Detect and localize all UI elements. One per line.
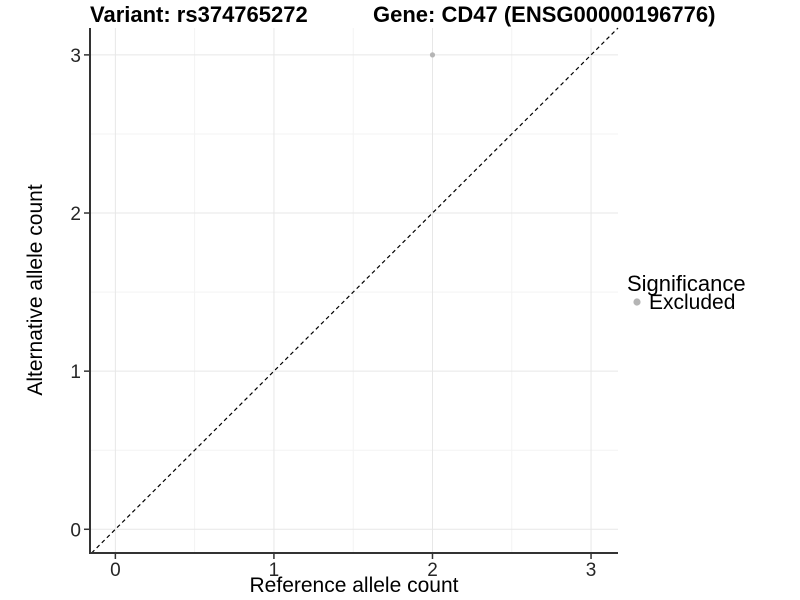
variant-title: Variant: rs374765272: [90, 2, 308, 27]
axis-lines: [89, 28, 618, 554]
x-tick-label: 1: [269, 560, 280, 581]
y-tick-label: 2: [70, 204, 81, 225]
x-tick-label: 0: [110, 560, 121, 581]
x-axis-title: Reference allele count: [250, 574, 459, 597]
identity-dashed-line: [91, 27, 619, 554]
legend-title: Significance: [627, 271, 746, 296]
data-point: [429, 52, 436, 58]
gene-title: Gene: CD47 (ENSG00000196776): [373, 2, 715, 27]
y-tick-label: 0: [70, 520, 81, 541]
y-tick-label: 3: [70, 46, 81, 67]
y-tick-labels: 0 1 2 3: [70, 46, 81, 541]
data-points: [429, 52, 436, 58]
major-gridlines: [90, 28, 618, 553]
identity-line: [91, 27, 619, 554]
axis-tick-marks: [84, 54, 592, 559]
y-axis-title: Alternative allele count: [24, 184, 47, 395]
y-tick-label: 1: [70, 362, 81, 383]
legend-item-label: Excluded: [649, 291, 735, 314]
x-tick-labels: 0 1 2 3: [110, 560, 596, 581]
legend-marker-excluded-icon: [633, 298, 641, 306]
legend: Significance Excluded: [627, 271, 746, 314]
x-tick-label: 2: [427, 560, 438, 581]
x-tick-label: 3: [586, 560, 597, 581]
